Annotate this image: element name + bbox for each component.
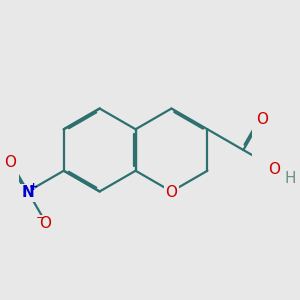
Text: O: O bbox=[256, 112, 268, 127]
Text: N: N bbox=[21, 185, 34, 200]
Text: O: O bbox=[39, 216, 51, 231]
Text: O: O bbox=[166, 185, 178, 200]
Text: +: + bbox=[28, 182, 38, 192]
Text: H: H bbox=[284, 171, 296, 186]
Text: O: O bbox=[268, 162, 280, 177]
Text: −: − bbox=[35, 213, 45, 223]
Text: O: O bbox=[4, 155, 16, 170]
